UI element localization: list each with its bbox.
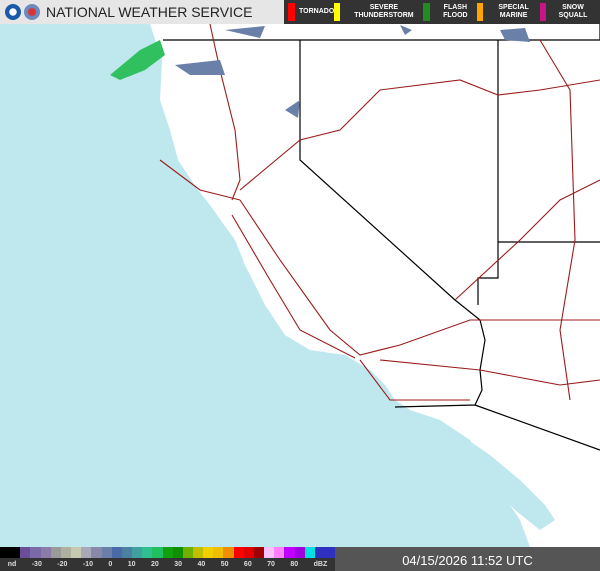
scale-swatch [264, 547, 275, 558]
brand: NATIONAL WEATHER SERVICE [0, 0, 284, 24]
scale-swatch [10, 547, 21, 558]
scale-swatch [132, 547, 143, 558]
scale-swatch [274, 547, 285, 558]
scale-tick: 60 [243, 561, 252, 568]
warning-swatch [334, 3, 341, 21]
scale-swatch [20, 547, 31, 558]
scale-swatch [40, 547, 51, 558]
scale-swatch [71, 547, 82, 558]
scale-swatch [233, 547, 244, 558]
scale-swatch [182, 547, 193, 558]
scale-tick: nd [7, 561, 17, 568]
scale-tick: 80 [290, 561, 299, 568]
scale-swatch [50, 547, 61, 558]
warning-item: SEVERE THUNDERSTORM [334, 3, 423, 21]
scale-swatch [314, 547, 325, 558]
scale-swatch [101, 547, 112, 558]
scale-tick: -30 [31, 561, 42, 568]
warning-swatch [539, 3, 546, 21]
header-title: NATIONAL WEATHER SERVICE [46, 4, 253, 20]
warning-swatch [477, 3, 484, 21]
scale-tick: -10 [82, 561, 93, 568]
warning-label: SEVERE THUNDERSTORM [354, 4, 414, 19]
scale-swatch [30, 547, 41, 558]
header: NATIONAL WEATHER SERVICE TORNADO SEVERE T… [0, 0, 600, 24]
reflectivity-scale: nd -30 -20 -10 0 10 20 30 40 50 60 70 80 dBZ [0, 547, 336, 571]
warning-label: TORNADO [299, 8, 335, 15]
footer: nd -30 -20 -10 0 10 20 30 40 50 60 70 80 dBZ 04/15/20… [0, 547, 600, 571]
warning-item: SNOW SQUALL [539, 3, 596, 21]
scale-swatch [213, 547, 224, 558]
scale-swatch [60, 547, 72, 558]
warning-label: SNOW SQUALL [558, 4, 588, 19]
scale-ticks: nd -30 -20 -10 0 10 20 30 40 50 60 70 80 dBZ [0, 558, 335, 568]
land [150, 24, 600, 547]
warning-item: TORNADO [288, 3, 334, 21]
scale-swatch [152, 547, 163, 558]
scale-tick: 40 [197, 561, 206, 568]
scale-swatch [284, 547, 295, 558]
scale-swatch [81, 547, 92, 558]
highways [159, 23, 600, 401]
scale-tick: 20 [150, 561, 159, 568]
warning-item: FLASH FLOOD [423, 3, 477, 21]
scale-tick: -20 [57, 561, 68, 568]
scale-swatch [121, 547, 133, 558]
scale-swatch [294, 547, 305, 558]
warning-label: SPECIAL MARINE [498, 4, 529, 19]
warning-swatch [423, 3, 430, 21]
scale-swatch [304, 547, 315, 558]
warning-label: FLASH FLOOD [443, 4, 468, 19]
scale-swatch [172, 547, 183, 558]
scale-swatch [142, 547, 153, 558]
scale-swatch [203, 547, 214, 558]
scale-tick: 10 [127, 561, 136, 568]
noaa-logo [5, 4, 21, 20]
scale-swatch [162, 547, 173, 558]
warning-swatch [288, 3, 295, 21]
warning-item: SPECIAL MARINE [477, 3, 540, 21]
scale-tick: 70 [267, 561, 275, 568]
scale-swatch [111, 547, 122, 558]
gulf-of-california [468, 440, 555, 530]
warning-legend: TORNADO SEVERE THUNDERSTORM FLASH FLOOD SPE… [284, 0, 600, 24]
scale-tick: 50 [220, 561, 229, 568]
scale-swatch [325, 547, 336, 558]
scale-swatch [0, 547, 11, 558]
timestamp: 04/15/2026 11:52 UTC [335, 547, 600, 571]
scale-swatch [223, 547, 234, 558]
radar-echoes [110, 25, 530, 118]
scale-swatch [253, 547, 265, 558]
scale-swatch [192, 547, 204, 558]
scale-swatch [243, 547, 254, 558]
color-bar [0, 547, 336, 558]
state-borders [163, 24, 600, 451]
nws-logo [24, 4, 40, 20]
scale-tick: 0 [108, 561, 113, 568]
scale-swatch [91, 547, 102, 558]
scale-tick: dBZ [313, 561, 328, 568]
scale-tick: 30 [174, 561, 183, 568]
